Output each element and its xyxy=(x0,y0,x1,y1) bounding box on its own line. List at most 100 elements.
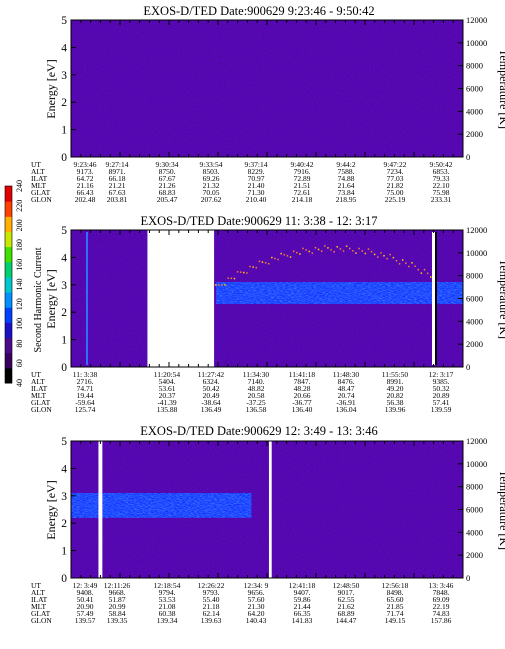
ephemeris-value: -37.25 xyxy=(246,398,266,407)
ephemeris-value: 207.62 xyxy=(201,195,222,204)
colorbar-tick-label: 60 xyxy=(15,359,24,367)
emission-dot xyxy=(392,256,395,259)
ephemeris-value: 57.49 xyxy=(77,609,94,618)
ephemeris-value: 21.40 xyxy=(248,181,265,190)
ephemeris-value: 20.82 xyxy=(387,391,404,400)
ephemeris-value: 2716. xyxy=(77,377,94,386)
ephemeris-value: 9:50:42 xyxy=(430,160,453,169)
ephemeris-value: 57.60 xyxy=(248,595,265,604)
emission-dot xyxy=(411,262,413,264)
ephemeris-value: 20.99 xyxy=(109,602,126,611)
streak xyxy=(86,232,88,365)
colorbar-tick-label: 140 xyxy=(15,279,24,291)
ephemeris-value: 20.90 xyxy=(77,602,94,611)
ephemeris-value: 57.41 xyxy=(433,398,450,407)
emission-dot xyxy=(246,272,248,274)
ephemeris-value: 6853. xyxy=(433,167,450,176)
y-tick-label: 4 xyxy=(61,252,67,264)
ephemeris-value: 7588. xyxy=(338,167,355,176)
ephemeris-value: 7848. xyxy=(433,588,450,597)
ephemeris-value: 21.16 xyxy=(77,181,94,190)
ephemeris-value: 139.59 xyxy=(431,405,452,414)
ephemeris-value: 21.51 xyxy=(294,181,311,190)
ephemeris-value: 49.20 xyxy=(387,384,404,393)
ephemeris-value: 149.15 xyxy=(385,616,406,625)
emission-dot xyxy=(339,248,342,250)
emission-dot xyxy=(336,246,339,248)
emission-dot xyxy=(330,249,332,251)
ephemeris-row-label: MLT xyxy=(31,602,47,611)
ephemeris-value: 8991. xyxy=(387,377,404,386)
ephemeris-value: 21.08 xyxy=(159,602,176,611)
ephemeris-value: 205.47 xyxy=(157,195,178,204)
ephemeris-value: 74.83 xyxy=(433,609,450,618)
ephemeris-row-label: ALT xyxy=(31,167,45,176)
emission-dot xyxy=(370,250,373,253)
colorbar-swatch xyxy=(5,352,12,369)
emission-dot xyxy=(283,253,286,256)
ephemeris-value: 21.26 xyxy=(159,181,176,190)
ephemeris-value: -36.91 xyxy=(336,398,356,407)
ephemeris-value: 140.43 xyxy=(246,616,267,625)
y-right-tick-label: 2000 xyxy=(466,550,483,560)
ephemeris-value: 9408. xyxy=(77,588,94,597)
ephemeris-value: 9385. xyxy=(433,377,450,386)
y-tick-label: 5 xyxy=(61,436,67,448)
emission-dot xyxy=(417,268,420,271)
ephemeris-value: 62.14 xyxy=(203,609,220,618)
ephemeris-value: 66.35 xyxy=(294,609,311,618)
ephemeris-value: 50.32 xyxy=(433,384,450,393)
emission-dot xyxy=(345,245,348,247)
emission-dot xyxy=(420,272,423,274)
ephemeris-value: 9:47:22 xyxy=(384,160,407,169)
ephemeris-value: 21.32 xyxy=(203,181,220,190)
ephemeris-value: 9:37:14 xyxy=(245,160,268,169)
emission-dot xyxy=(389,253,391,256)
colorbar-swatch xyxy=(5,216,12,232)
ephemeris-value: 21.30 xyxy=(248,602,265,611)
ephemeris-value: 75.98 xyxy=(433,188,450,197)
data-gap xyxy=(98,441,103,578)
ephemeris-value: 12:34: 9 xyxy=(244,581,269,590)
emission-dot xyxy=(218,284,220,286)
ephemeris-value: 12: 3:17 xyxy=(429,370,454,379)
colorbar-tick-label: 220 xyxy=(15,200,24,212)
y-tick-label: 0 xyxy=(61,362,67,374)
ephemeris-value: 48.47 xyxy=(338,384,355,393)
y-right-tick-label: 4000 xyxy=(466,527,483,537)
emission-dot xyxy=(277,258,279,261)
emission-dot xyxy=(361,250,363,252)
emission-dot xyxy=(261,261,264,263)
ephemeris-value: 68.89 xyxy=(338,609,355,618)
y-tick-label: 5 xyxy=(61,15,67,27)
colorbar-swatch xyxy=(5,292,12,308)
emission-dot xyxy=(249,265,251,268)
emission-dot xyxy=(333,251,335,253)
colorbar: Second Harmonic Current 40 60 80 100 120 140 1… xyxy=(4,180,44,387)
y-tick-label: 2 xyxy=(61,307,67,319)
ephemeris-value: 53.61 xyxy=(159,384,176,393)
ephemeris-value: 22.10 xyxy=(433,181,450,190)
emission-dot xyxy=(348,247,351,250)
ephemeris-value: 72.61 xyxy=(294,188,311,197)
ephemeris-row-label: MLT xyxy=(31,181,47,190)
emission-dot xyxy=(227,277,229,279)
y-right-tick-label: 12000 xyxy=(466,15,487,25)
emission-dot xyxy=(230,277,233,280)
ephemeris-value: 9:30:34 xyxy=(156,160,179,169)
ephemeris-row-label: MLT xyxy=(31,391,47,400)
emission-dot xyxy=(408,265,410,268)
ephemeris-value: 13: 3:46 xyxy=(429,581,454,590)
y-right-tick-label: 2000 xyxy=(466,339,483,349)
emission-dot xyxy=(264,262,267,264)
emission-dot xyxy=(317,248,320,251)
ephemeris-value: 12:11:26 xyxy=(104,581,131,590)
emission-dot xyxy=(221,284,223,286)
ephemeris-value: 8229. xyxy=(248,167,265,176)
colorbar-swatch xyxy=(5,276,12,293)
ephemeris-value: 6324. xyxy=(203,377,220,386)
intensity-band-texture xyxy=(71,493,252,518)
emission-dot xyxy=(233,277,236,280)
ephemeris-value: 9794. xyxy=(159,588,176,597)
panel-2: EXOS-D/TED Date:900629 11: 3:38 - 12: 3:… xyxy=(31,214,505,414)
